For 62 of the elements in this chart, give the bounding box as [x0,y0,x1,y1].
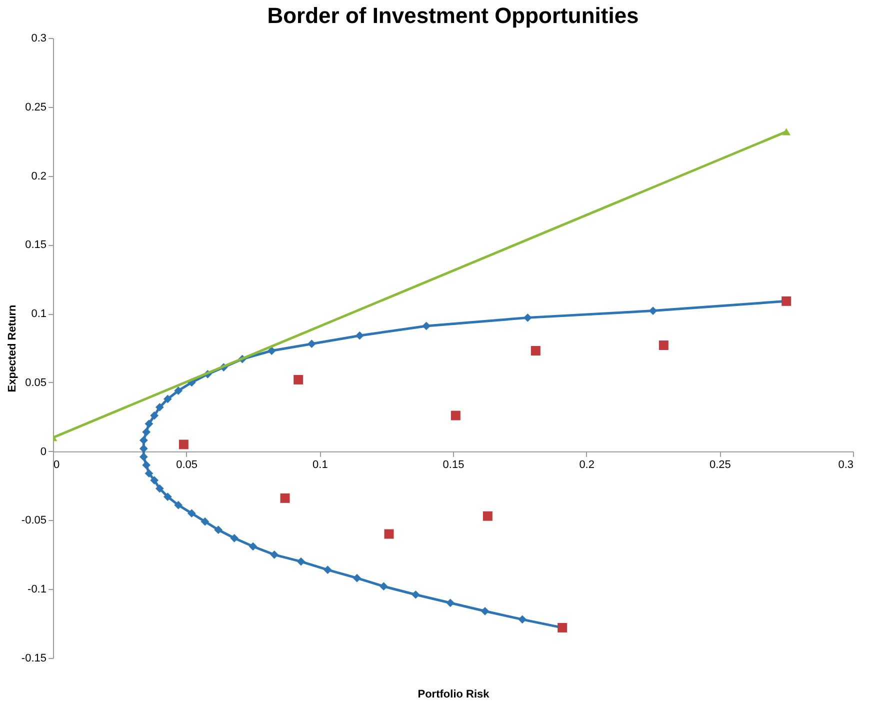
x-axis-title: Portfolio Risk [418,688,490,700]
point [294,374,304,384]
point [379,582,388,591]
y-tick-label: 0.2 [31,170,46,182]
point [142,460,151,470]
point [280,493,290,503]
chart-title: Border of Investment Opportunities [267,3,639,28]
point [155,403,164,412]
point [150,411,159,420]
x-tick-label: 0.05 [176,458,198,471]
x-tick-label: 0.25 [709,458,731,471]
point [296,557,306,566]
y-tick-label: -0.05 [21,514,46,527]
point [658,340,668,350]
point [384,529,394,539]
point [323,566,332,574]
y-axis-title: Expected Return [6,304,18,392]
point [142,428,151,436]
y-tick-label: 0 [40,446,46,458]
y-tick-label: 0.3 [31,32,46,44]
point [411,590,420,599]
point [214,526,223,534]
y-tick-label: 0.05 [25,376,46,389]
point [200,517,210,526]
point [144,469,154,478]
point [446,598,455,608]
point [163,394,172,404]
point [150,476,159,484]
point [139,436,148,444]
point [307,340,316,348]
point [230,534,239,542]
y-tick-label: -0.15 [21,652,46,664]
point [163,492,172,501]
point [480,606,490,616]
x-tick-label: 0.1 [312,458,328,471]
y-tick-label: 0.1 [31,308,46,320]
x-tick-label: 0.15 [442,458,464,471]
point [267,346,276,355]
x-tick-label: 0.3 [838,458,854,471]
point [155,484,164,493]
point [248,542,258,551]
point [178,440,188,450]
y-tick-label: 0.25 [25,101,46,114]
point [523,314,532,322]
y-tick-label: 0.15 [25,239,46,252]
point [187,509,196,518]
point [174,386,183,395]
point [139,452,148,462]
point [270,550,279,559]
point [530,346,540,356]
point [648,306,658,315]
point [139,444,148,453]
point [174,500,183,510]
x-tick-label: 0 [54,458,60,471]
point [144,420,154,428]
y-tick-label: -0.1 [28,584,46,596]
x-tick-label: 0.2 [579,458,594,471]
point [518,615,527,624]
point [450,410,460,420]
point [355,331,364,340]
point [352,574,362,582]
point [482,511,492,521]
